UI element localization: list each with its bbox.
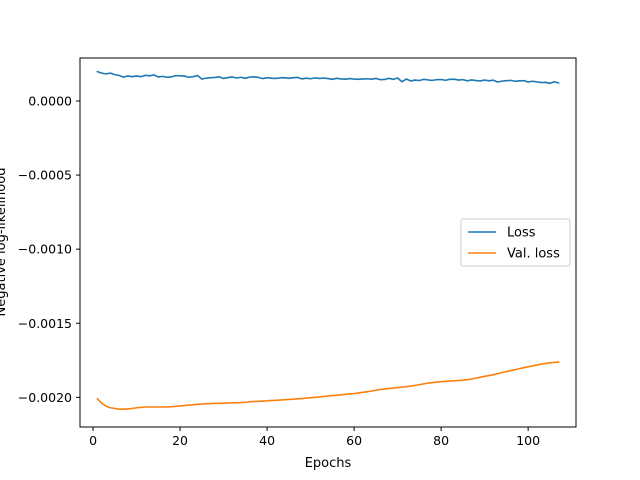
x-tick-label: 60 <box>346 433 362 448</box>
y-tick-label: −0.0010 <box>18 242 72 257</box>
plot-frame <box>79 57 577 428</box>
legend-label: Val. loss <box>507 247 560 262</box>
x-axis-label: Epochs <box>305 456 352 471</box>
x-axis: 0 20 40 60 80 100 <box>89 427 540 448</box>
y-tick-label: −0.0005 <box>18 168 72 183</box>
y-axis-label: Negative log-likelihood <box>0 168 9 317</box>
x-tick-label: 100 <box>516 433 540 448</box>
series-line-loss <box>96 70 560 85</box>
y-tick-label: −0.0015 <box>18 316 72 331</box>
legend: Loss Val. loss <box>460 218 571 267</box>
y-tick-label: −0.0020 <box>18 390 72 405</box>
y-axis: 0.0000 −0.0005 −0.0010 −0.0015 −0.0020 <box>18 93 80 405</box>
series-line-val-loss <box>96 361 560 411</box>
x-tick-label: 0 <box>89 433 97 448</box>
x-tick-label: 20 <box>172 433 188 448</box>
legend-box <box>460 218 571 267</box>
series-lines <box>96 70 560 411</box>
y-tick-label: 0.0000 <box>28 93 72 108</box>
x-tick-label: 40 <box>259 433 275 448</box>
x-tick-label: 80 <box>433 433 449 448</box>
legend-label: Loss <box>507 226 536 241</box>
